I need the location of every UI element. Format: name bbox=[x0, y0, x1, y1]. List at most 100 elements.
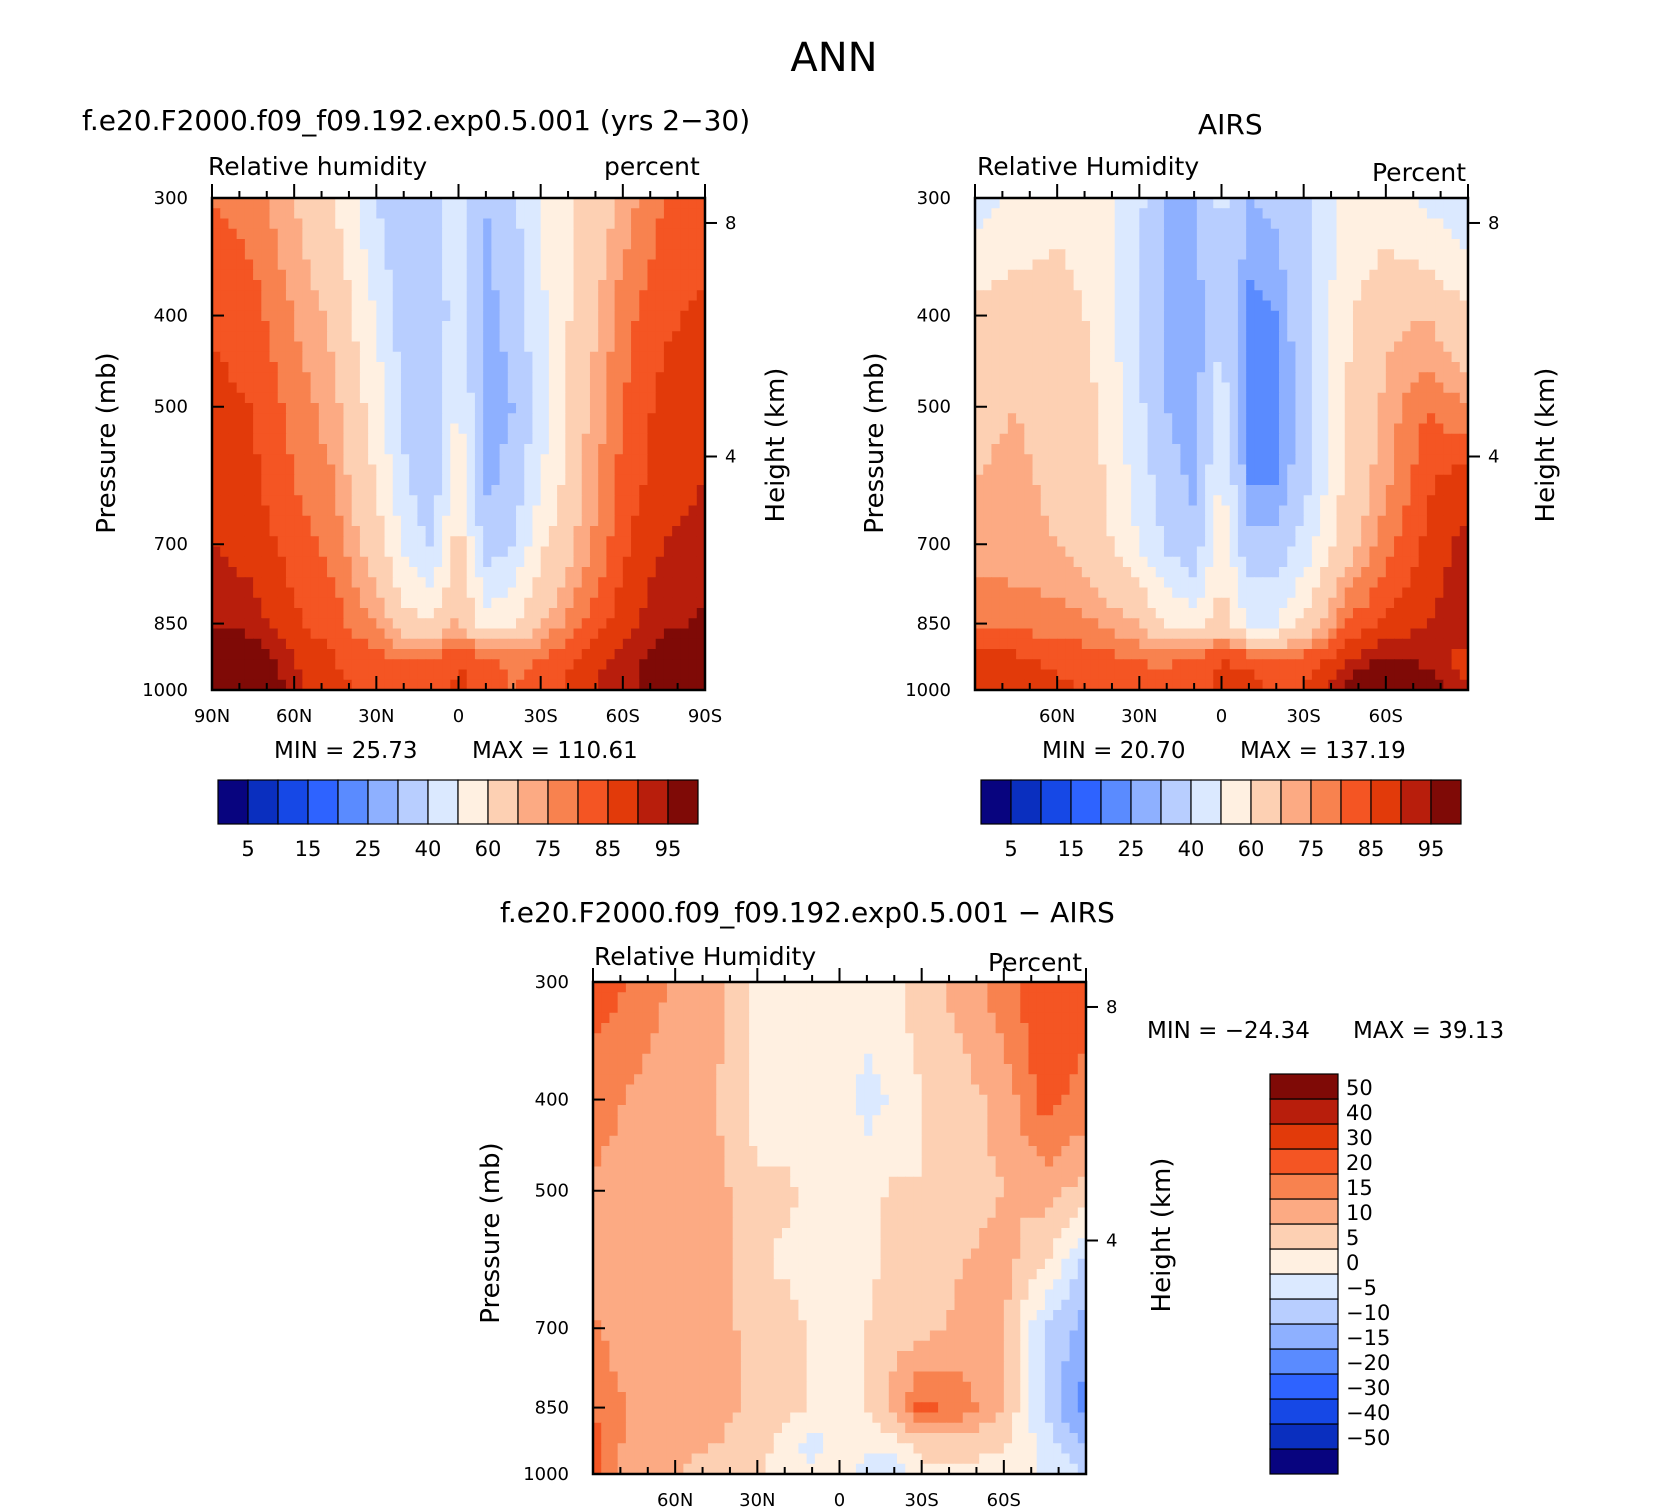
field-cell bbox=[285, 474, 295, 486]
field-cell bbox=[244, 536, 254, 548]
field-cell bbox=[1287, 362, 1297, 373]
field-cell bbox=[1254, 198, 1264, 209]
field-cell bbox=[1287, 372, 1297, 384]
field-cell bbox=[606, 659, 616, 671]
field-cell bbox=[1459, 341, 1469, 353]
field-cell bbox=[1122, 413, 1132, 425]
field-cell bbox=[433, 403, 443, 414]
field-cell bbox=[1361, 362, 1370, 373]
field-cell bbox=[327, 403, 336, 414]
field-cell bbox=[376, 269, 386, 281]
field-cell bbox=[351, 310, 361, 322]
field-cell bbox=[663, 310, 673, 322]
field-cell bbox=[557, 505, 566, 517]
field-cell bbox=[425, 321, 435, 332]
field-cell bbox=[1295, 259, 1305, 271]
field-cell bbox=[983, 403, 993, 414]
field-cell bbox=[425, 597, 435, 609]
field-cell bbox=[622, 321, 632, 332]
field-cell bbox=[663, 669, 673, 681]
field-cell bbox=[458, 218, 468, 230]
field-cell bbox=[450, 649, 460, 660]
field-cell bbox=[1270, 259, 1280, 271]
field-cell bbox=[983, 464, 993, 476]
field-cell bbox=[327, 526, 336, 537]
field-cell bbox=[1081, 423, 1091, 435]
field-cell bbox=[581, 638, 591, 650]
field-cell bbox=[458, 208, 468, 220]
field-cell bbox=[335, 372, 345, 384]
field-cell bbox=[343, 228, 353, 240]
field-cell bbox=[1229, 259, 1239, 271]
field-cell bbox=[1237, 208, 1247, 220]
field-cell bbox=[1418, 280, 1428, 291]
field-cell bbox=[532, 546, 542, 558]
field-cell bbox=[417, 495, 427, 507]
field-cell bbox=[1007, 362, 1017, 373]
field-cell bbox=[1229, 382, 1239, 394]
field-cell bbox=[606, 198, 616, 209]
field-cell bbox=[236, 382, 246, 394]
field-cell bbox=[557, 372, 566, 384]
field-cell bbox=[392, 280, 402, 291]
field-cell bbox=[335, 300, 345, 312]
field-cell bbox=[688, 515, 698, 527]
field-cell bbox=[1098, 259, 1108, 271]
field-cell bbox=[1328, 495, 1338, 507]
field-cell bbox=[606, 608, 616, 619]
field-cell bbox=[598, 546, 607, 558]
field-cell bbox=[975, 341, 984, 353]
field-cell bbox=[1114, 495, 1124, 507]
field-cell bbox=[1410, 249, 1420, 261]
field-cell bbox=[672, 464, 681, 476]
field-cell bbox=[1410, 515, 1420, 527]
field-cell bbox=[409, 362, 419, 373]
field-cell bbox=[672, 280, 681, 291]
field-cell bbox=[589, 608, 599, 619]
field-cell bbox=[220, 454, 230, 466]
field-cell bbox=[655, 464, 665, 476]
field-cell bbox=[573, 300, 583, 312]
field-cell bbox=[1007, 239, 1017, 250]
field-cell bbox=[1344, 526, 1354, 537]
field-cell bbox=[1147, 495, 1157, 507]
field-cell bbox=[236, 280, 246, 291]
field-cell bbox=[376, 259, 386, 271]
field-cell bbox=[1311, 515, 1321, 527]
field-cell bbox=[228, 556, 238, 568]
field-cell bbox=[1163, 259, 1173, 271]
field-cell bbox=[433, 628, 443, 640]
field-cell bbox=[400, 249, 410, 261]
field-cell bbox=[1172, 392, 1182, 404]
field-cell bbox=[253, 679, 262, 691]
field-cell bbox=[499, 372, 509, 384]
field-cell bbox=[491, 649, 501, 660]
field-cell bbox=[1147, 269, 1157, 281]
field-cell bbox=[253, 526, 262, 537]
field-cell bbox=[212, 218, 221, 230]
field-cell bbox=[483, 310, 492, 322]
field-cell bbox=[1147, 228, 1157, 240]
field-cell bbox=[557, 454, 566, 466]
field-cell bbox=[327, 464, 336, 476]
field-cell bbox=[548, 587, 558, 599]
field-cell bbox=[1163, 495, 1173, 507]
field-cell bbox=[433, 372, 443, 384]
field-cell bbox=[244, 290, 254, 302]
field-cell bbox=[598, 362, 607, 373]
field-cell bbox=[1402, 269, 1412, 281]
field-cell bbox=[384, 474, 394, 486]
field-cell bbox=[1287, 198, 1297, 209]
field-cell bbox=[1410, 341, 1420, 353]
field-cell bbox=[417, 228, 427, 240]
field-cell bbox=[688, 259, 698, 271]
field-cell bbox=[647, 505, 657, 517]
field-cell bbox=[1188, 536, 1198, 548]
field-cell bbox=[343, 628, 353, 640]
field-cell bbox=[680, 300, 690, 312]
field-cell bbox=[466, 628, 476, 640]
field-cell bbox=[1418, 228, 1428, 240]
field-cell bbox=[1385, 259, 1395, 271]
field-cell bbox=[228, 433, 238, 445]
field-cell bbox=[1090, 505, 1099, 517]
